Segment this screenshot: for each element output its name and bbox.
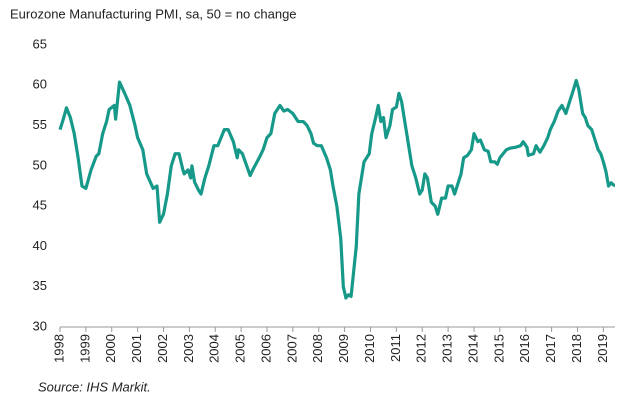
x-tick-label: 2011	[388, 334, 403, 362]
x-tick-label: 2012	[414, 334, 429, 363]
y-tick-label: 65	[33, 36, 47, 51]
y-tick-label: 40	[33, 238, 47, 253]
x-tick-label: 2015	[491, 334, 506, 363]
x-tick-label: 2010	[362, 334, 377, 363]
x-tick-label: 2008	[310, 334, 325, 363]
x-tick-label: 2003	[181, 334, 196, 363]
y-tick-label: 45	[33, 198, 47, 213]
x-tick-label: 2006	[258, 334, 273, 363]
x-tick-label: 2000	[103, 334, 118, 363]
x-tick-label: 2014	[465, 334, 480, 363]
x-tick-label: 2005	[233, 334, 248, 363]
x-tick-label: 2016	[517, 334, 532, 363]
x-tick-label: 2017	[543, 334, 558, 363]
x-tick-label: 1999	[77, 334, 92, 363]
x-tick-label: 2007	[284, 334, 299, 363]
x-tick-label: 2018	[569, 334, 584, 363]
pmi-line	[58, 78, 616, 300]
x-tick-label: 2001	[129, 334, 144, 363]
y-tick-label: 55	[33, 117, 47, 132]
x-tick-label: 2009	[336, 334, 351, 363]
source-note: Source: IHS Markit.	[38, 379, 151, 394]
x-tick-label: 1998	[51, 334, 66, 363]
x-tick-label: 2004	[207, 334, 222, 363]
y-tick-label: 30	[33, 318, 47, 333]
x-tick-label: 2013	[440, 334, 455, 363]
x-tick-label: 2002	[155, 334, 170, 363]
y-tick-label: 50	[33, 157, 47, 172]
y-tick-label: 60	[33, 77, 47, 92]
chart-title: Eurozone Manufacturing PMI, sa, 50 = no …	[10, 6, 297, 21]
x-tick-label: 2019	[595, 334, 610, 363]
y-tick-label: 35	[33, 278, 47, 293]
